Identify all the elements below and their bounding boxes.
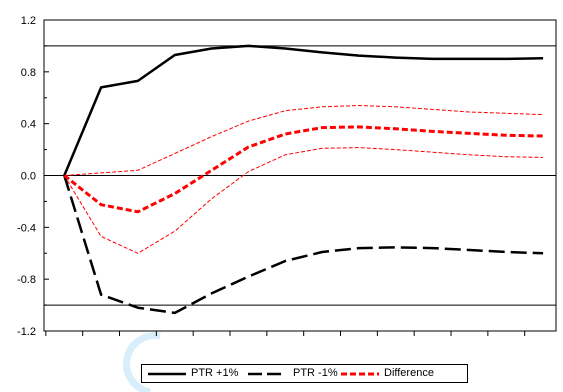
legend-swatch-ptr-minus [248,372,286,376]
y-tick-label: 0.0 [21,171,36,183]
series-line-3 [64,105,544,176]
series-line-2 [63,125,544,214]
y-tick-label: -0.8 [17,274,36,286]
y-tick-label: -1.2 [17,326,36,338]
y-tick-label: 0.4 [21,119,36,131]
legend-label-difference: Difference [384,367,434,379]
legend-label-ptr-plus: PTR +1% [191,367,239,379]
series-line-0 [63,44,544,176]
watermark-arc [123,332,161,392]
y-tick-label: 0.8 [21,67,36,79]
legend-label-ptr-minus: PTR -1% [293,367,338,379]
y-tick-label: 1.2 [21,15,36,27]
series-line-1 [63,175,544,315]
legend: PTR +1% PTR -1% Difference [141,364,468,383]
legend-swatch-ptr-plus [148,372,186,376]
legend-swatch-difference [341,372,379,376]
y-tick-label: -0.4 [17,222,36,234]
series-line-4 [63,147,544,254]
